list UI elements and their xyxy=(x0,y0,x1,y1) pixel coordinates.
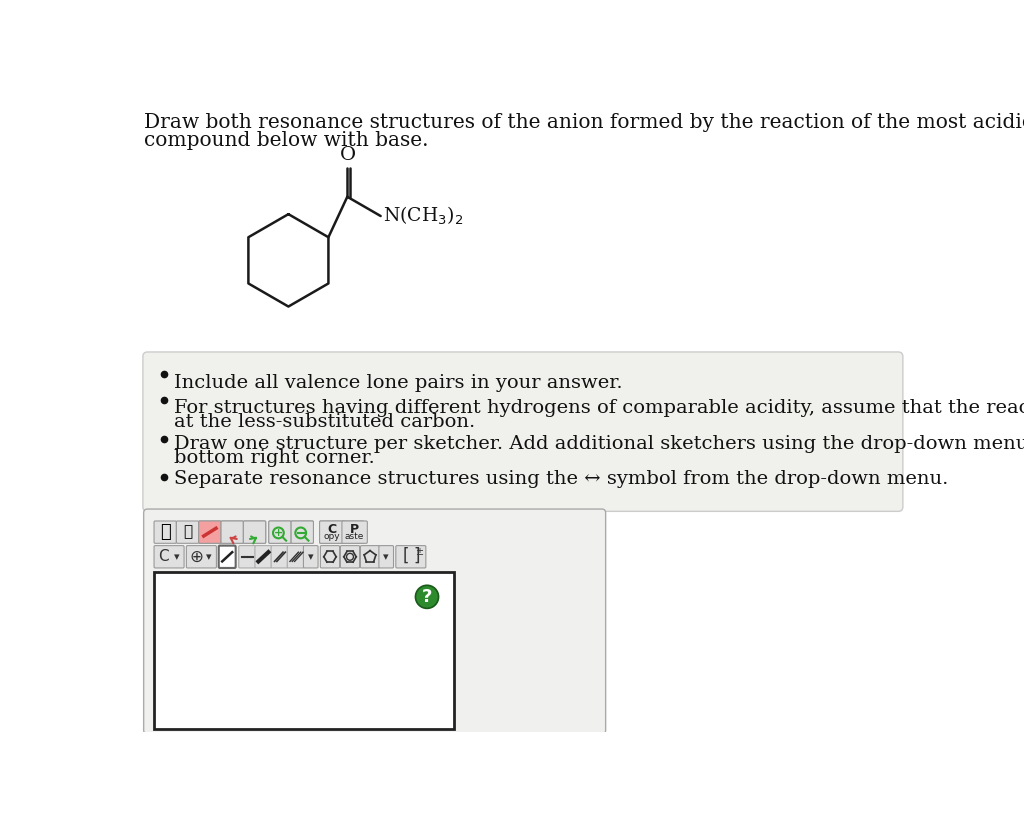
Text: Separate resonance structures using the ↔ symbol from the drop-down menu.: Separate resonance structures using the … xyxy=(174,470,949,487)
FancyBboxPatch shape xyxy=(219,546,236,568)
Bar xyxy=(154,572,454,728)
Text: [: [ xyxy=(403,547,410,564)
FancyBboxPatch shape xyxy=(244,521,265,543)
FancyBboxPatch shape xyxy=(360,546,380,568)
FancyBboxPatch shape xyxy=(255,546,271,568)
FancyBboxPatch shape xyxy=(143,352,903,511)
Text: For structures having different hydrogens of comparable acidity, assume that the: For structures having different hydrogen… xyxy=(174,399,1024,417)
FancyBboxPatch shape xyxy=(379,546,393,568)
FancyBboxPatch shape xyxy=(154,546,184,568)
Text: ⊕: ⊕ xyxy=(189,547,203,566)
FancyBboxPatch shape xyxy=(321,546,340,568)
FancyBboxPatch shape xyxy=(319,521,345,543)
Text: ▾: ▾ xyxy=(174,552,179,561)
Text: C: C xyxy=(159,549,169,564)
Text: +: + xyxy=(273,528,283,538)
Text: opy: opy xyxy=(324,533,341,541)
FancyBboxPatch shape xyxy=(176,521,199,543)
FancyBboxPatch shape xyxy=(268,521,291,543)
Text: ?: ? xyxy=(422,588,432,606)
FancyBboxPatch shape xyxy=(239,546,256,568)
Text: Include all valence lone pairs in your answer.: Include all valence lone pairs in your a… xyxy=(174,373,623,391)
Text: 🧪: 🧪 xyxy=(183,524,193,540)
FancyBboxPatch shape xyxy=(186,546,216,568)
FancyBboxPatch shape xyxy=(396,546,426,568)
FancyBboxPatch shape xyxy=(143,509,605,734)
FancyBboxPatch shape xyxy=(319,521,342,543)
Text: bottom right corner.: bottom right corner. xyxy=(174,449,375,467)
Text: P: P xyxy=(350,523,359,536)
Text: ▾: ▾ xyxy=(308,552,313,561)
FancyBboxPatch shape xyxy=(288,546,304,568)
Text: compound below with base.: compound below with base. xyxy=(144,131,429,150)
FancyBboxPatch shape xyxy=(291,521,313,543)
Text: ▾: ▾ xyxy=(206,552,212,561)
FancyBboxPatch shape xyxy=(291,521,313,543)
FancyBboxPatch shape xyxy=(271,546,288,568)
Text: N(CH$_3$)$_2$: N(CH$_3$)$_2$ xyxy=(383,205,463,227)
Text: aste: aste xyxy=(345,533,365,541)
FancyBboxPatch shape xyxy=(303,546,318,568)
Text: C: C xyxy=(328,523,337,536)
Text: ]: ] xyxy=(414,547,420,564)
Text: O: O xyxy=(340,146,356,164)
FancyBboxPatch shape xyxy=(154,521,176,543)
FancyBboxPatch shape xyxy=(342,521,368,543)
FancyBboxPatch shape xyxy=(340,546,359,568)
Text: Draw both resonance structures of the anion formed by the reaction of the most a: Draw both resonance structures of the an… xyxy=(144,113,1024,132)
FancyBboxPatch shape xyxy=(244,521,265,543)
Circle shape xyxy=(416,585,438,608)
FancyBboxPatch shape xyxy=(221,521,244,543)
FancyBboxPatch shape xyxy=(342,521,365,543)
FancyBboxPatch shape xyxy=(268,521,291,543)
Text: at the less-substituted carbon.: at the less-substituted carbon. xyxy=(174,413,476,431)
Text: ✋: ✋ xyxy=(160,523,171,541)
FancyBboxPatch shape xyxy=(199,521,221,543)
FancyBboxPatch shape xyxy=(199,521,221,543)
FancyBboxPatch shape xyxy=(221,521,244,543)
Text: ▾: ▾ xyxy=(383,552,389,561)
Text: Draw one structure per sketcher. Add additional sketchers using the drop-down me: Draw one structure per sketcher. Add add… xyxy=(174,435,1024,453)
Text: ±: ± xyxy=(416,547,423,557)
